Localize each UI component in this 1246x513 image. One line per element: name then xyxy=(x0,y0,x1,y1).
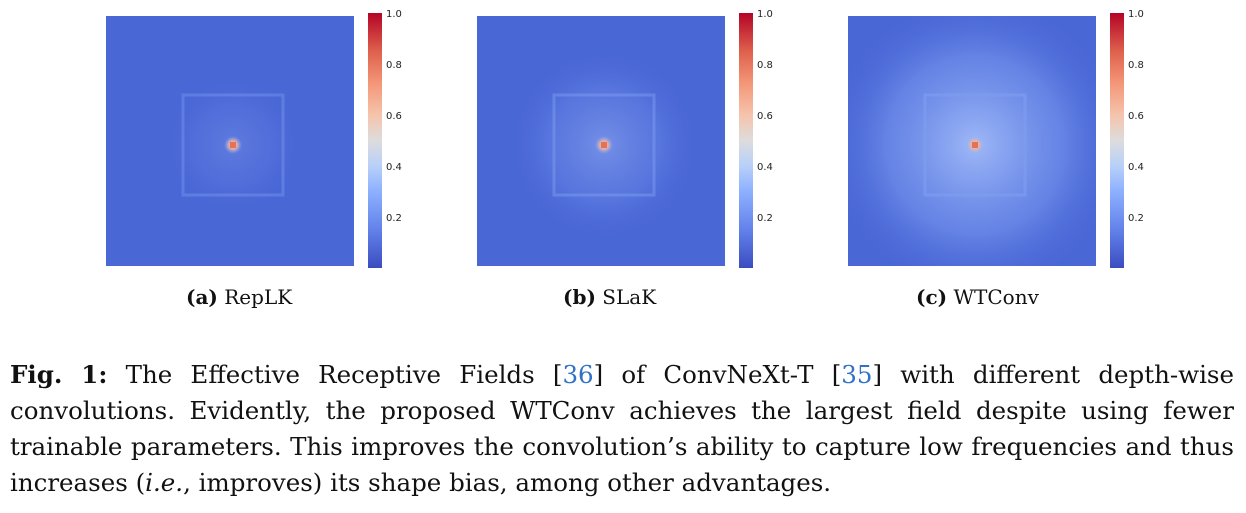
receptive-field-square xyxy=(923,93,1027,197)
receptive-field-peak xyxy=(230,142,236,148)
subfigure-name: WTConv xyxy=(953,285,1039,309)
erf-heatmap-replk xyxy=(106,16,354,266)
receptive-field-peak xyxy=(972,142,978,148)
citation-link-36[interactable]: 36 xyxy=(562,360,594,389)
citation-bracket: ] xyxy=(872,360,883,389)
citation-link-35[interactable]: 35 xyxy=(841,360,873,389)
panel-slak: 1.0 0.8 0.6 0.4 0.2 (b) SLaK xyxy=(475,0,775,320)
colorbar-tick: 1.0 xyxy=(386,9,402,20)
panel-replk: 1.0 0.8 0.6 0.4 0.2 (a) RepLK xyxy=(104,0,404,320)
panel-wtconv: 1.0 0.8 0.6 0.4 0.2 (c) WTConv xyxy=(846,0,1146,320)
subfigure-label: (a) xyxy=(186,285,218,309)
caption-text: of ConvNeXt-T xyxy=(603,360,832,389)
colorbar-tick: 0.6 xyxy=(757,111,773,122)
receptive-field-square xyxy=(181,93,285,197)
subfigure-label: (b) xyxy=(563,285,596,309)
subfigure-caption: (b) SLaK xyxy=(563,285,656,309)
subfigure-label: (c) xyxy=(916,285,948,309)
subfigure-caption: (a) RepLK xyxy=(186,285,292,309)
receptive-field-square xyxy=(552,93,656,197)
caption-text: with different depth-wise convolutions. … xyxy=(10,360,1235,497)
caption-text: The Effective Receptive Fields xyxy=(107,360,553,389)
subfigure-name: RepLK xyxy=(224,285,293,309)
colorbar-tick: 0.4 xyxy=(386,162,402,173)
receptive-field-peak xyxy=(601,142,607,148)
colorbar-tick: 0.6 xyxy=(386,111,402,122)
subfigure-name: SLaK xyxy=(602,285,657,309)
colorbar-tick: 0.6 xyxy=(1128,111,1144,122)
colorbar xyxy=(368,13,382,268)
colorbar-tick: 0.2 xyxy=(757,213,773,224)
colorbar-tick: 1.0 xyxy=(757,9,773,20)
colorbar-tick: 0.4 xyxy=(757,162,773,173)
colorbar xyxy=(1110,13,1124,268)
colorbar-tick: 1.0 xyxy=(1128,9,1144,20)
caption-italic: i.e. xyxy=(145,468,184,497)
colorbar-tick: 0.8 xyxy=(757,60,773,71)
figure-caption: Fig. 1: The Effective Receptive Fields [… xyxy=(10,357,1234,501)
citation-bracket: ] xyxy=(593,360,604,389)
colorbar-tick: 0.8 xyxy=(386,60,402,71)
citation-bracket: [ xyxy=(831,360,842,389)
caption-text: , improves) its shape bias, among other … xyxy=(183,468,832,497)
colorbar-tick: 0.8 xyxy=(1128,60,1144,71)
colorbar-tick: 0.2 xyxy=(1128,213,1144,224)
colorbar-tick: 0.2 xyxy=(386,213,402,224)
subfigure-caption: (c) WTConv xyxy=(916,285,1039,309)
figure-label: Fig. 1: xyxy=(10,360,108,389)
erf-heatmap-slak xyxy=(477,16,725,266)
citation-bracket: [ xyxy=(552,360,563,389)
erf-heatmap-wtconv xyxy=(848,16,1096,266)
colorbar-tick: 0.4 xyxy=(1128,162,1144,173)
colorbar xyxy=(739,13,753,268)
